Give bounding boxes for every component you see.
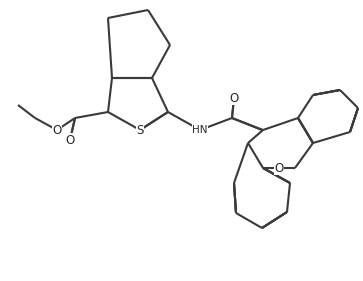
Text: O: O [274, 162, 284, 175]
Text: O: O [52, 124, 62, 137]
Text: S: S [136, 124, 144, 137]
Text: O: O [229, 92, 238, 105]
Text: O: O [65, 133, 75, 146]
Text: HN: HN [192, 125, 208, 135]
